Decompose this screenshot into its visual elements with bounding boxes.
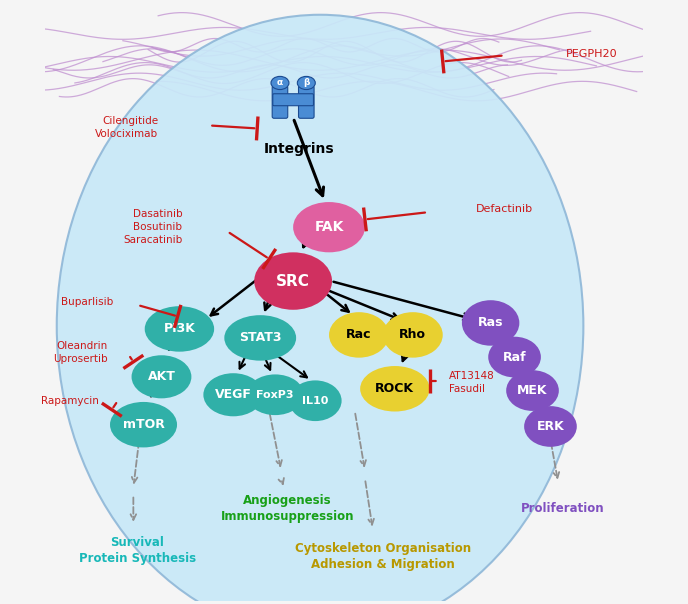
Ellipse shape bbox=[131, 355, 191, 399]
Ellipse shape bbox=[289, 381, 342, 421]
Text: Integrins: Integrins bbox=[264, 141, 334, 156]
Ellipse shape bbox=[271, 76, 289, 89]
Text: MEK: MEK bbox=[517, 384, 548, 397]
Text: Proliferation: Proliferation bbox=[521, 502, 604, 515]
Text: Oleandrin
Uprosertib: Oleandrin Uprosertib bbox=[53, 341, 107, 364]
Text: Cilengitide
Volociximab: Cilengitide Volociximab bbox=[96, 116, 158, 139]
Text: α: α bbox=[277, 79, 283, 88]
Ellipse shape bbox=[204, 373, 264, 416]
Ellipse shape bbox=[506, 370, 559, 411]
Ellipse shape bbox=[255, 252, 332, 310]
Text: Raf: Raf bbox=[503, 350, 526, 364]
Text: Rho: Rho bbox=[399, 329, 427, 341]
Ellipse shape bbox=[246, 374, 304, 415]
Text: FAK: FAK bbox=[314, 220, 344, 234]
Text: AT13148
Fasudil: AT13148 Fasudil bbox=[449, 371, 495, 394]
Ellipse shape bbox=[224, 315, 296, 361]
Text: Rapamycin: Rapamycin bbox=[41, 396, 98, 406]
Ellipse shape bbox=[462, 300, 519, 345]
Ellipse shape bbox=[329, 312, 389, 358]
Text: ERK: ERK bbox=[537, 420, 564, 433]
Text: FoxP3: FoxP3 bbox=[257, 390, 294, 400]
Text: Buparlisib: Buparlisib bbox=[61, 297, 114, 307]
Text: IL10: IL10 bbox=[302, 396, 328, 406]
Ellipse shape bbox=[293, 202, 365, 252]
Ellipse shape bbox=[144, 306, 214, 352]
Ellipse shape bbox=[360, 366, 429, 411]
Ellipse shape bbox=[488, 336, 541, 378]
Text: Survival
Protein Synthesis: Survival Protein Synthesis bbox=[79, 536, 196, 565]
Text: ROCK: ROCK bbox=[376, 382, 414, 395]
Text: VEGF: VEGF bbox=[215, 388, 252, 401]
Text: Defactinib: Defactinib bbox=[475, 204, 533, 214]
Text: PEGPH20: PEGPH20 bbox=[566, 49, 617, 59]
Ellipse shape bbox=[56, 14, 583, 604]
Ellipse shape bbox=[297, 76, 315, 89]
Text: STAT3: STAT3 bbox=[239, 332, 281, 344]
FancyBboxPatch shape bbox=[272, 94, 314, 106]
Text: Ras: Ras bbox=[478, 316, 504, 329]
Text: PI3K: PI3K bbox=[164, 323, 195, 335]
Text: Rac: Rac bbox=[346, 329, 372, 341]
Text: mTOR: mTOR bbox=[122, 418, 164, 431]
Text: Cytoskeleton Organisation
Adhesion & Migration: Cytoskeleton Organisation Adhesion & Mig… bbox=[295, 542, 471, 571]
Text: Angiogenesis
Immunosuppression: Angiogenesis Immunosuppression bbox=[220, 493, 354, 523]
Ellipse shape bbox=[524, 406, 577, 447]
Text: AKT: AKT bbox=[147, 370, 175, 384]
Ellipse shape bbox=[383, 312, 443, 358]
Text: SRC: SRC bbox=[276, 274, 310, 289]
Ellipse shape bbox=[110, 402, 177, 448]
Text: Dasatinib
Bosutinib
Saracatinib: Dasatinib Bosutinib Saracatinib bbox=[123, 210, 182, 245]
Text: β: β bbox=[303, 79, 310, 88]
FancyBboxPatch shape bbox=[299, 86, 314, 118]
FancyBboxPatch shape bbox=[272, 86, 288, 118]
